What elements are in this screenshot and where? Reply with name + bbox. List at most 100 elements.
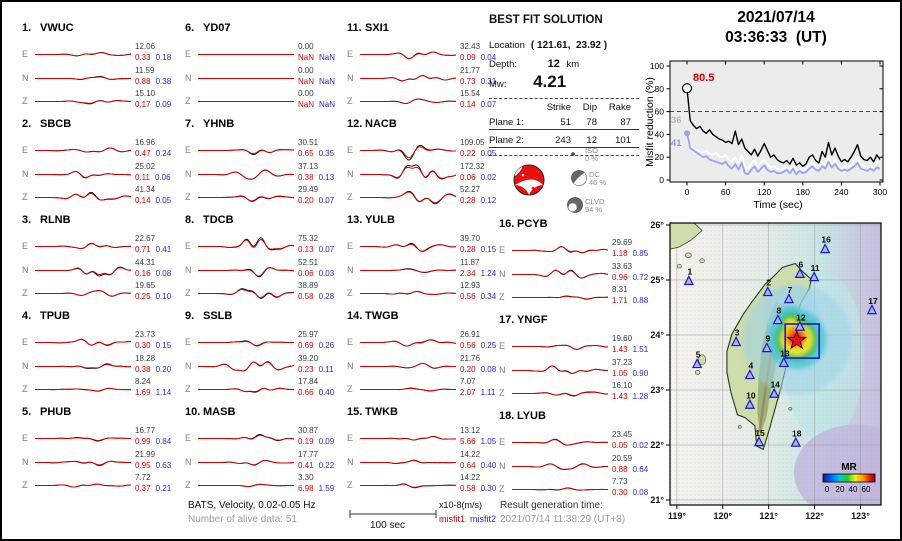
map-station-triangle-icon <box>744 369 756 380</box>
station-header: 3. RLNB <box>22 214 71 226</box>
synthetic-waveform <box>512 487 609 491</box>
channel-label: Z <box>185 192 191 202</box>
waveform-trace <box>198 288 295 299</box>
peak-amplitude: 17.84 <box>298 377 319 386</box>
waveform-row-z: Z 15.54 0.14 0.07 <box>347 89 509 113</box>
map-lat-label: 22° <box>650 440 664 450</box>
x-tick-label: 120 <box>757 187 771 197</box>
map-station-number: 11 <box>811 263 820 273</box>
channel-label: N <box>22 72 29 83</box>
waveform-row-e: E 16.77 0.99 0.84 <box>22 426 184 450</box>
peak-amplitude: 16.96 <box>135 138 156 147</box>
station-name: RLNB <box>40 214 71 226</box>
synthetic-waveform <box>198 341 295 346</box>
colorbar-tick-label: 0 <box>825 485 830 494</box>
divider <box>489 98 639 99</box>
synthetic-waveform <box>198 434 295 441</box>
white-series-annotation: 36 <box>671 115 682 126</box>
station-header: 15. TWKB <box>347 406 398 418</box>
waveform-trace <box>197 360 295 371</box>
station-name: YD07 <box>203 22 231 34</box>
misfit-values: 1.69 1.14 <box>135 388 171 397</box>
misfit-values: 0.96 0.72 <box>612 273 648 282</box>
peak-amplitude: 39.70 <box>460 234 481 243</box>
map-station-triangle-icon <box>794 320 806 331</box>
misfit-values: 1.71 0.88 <box>612 296 648 305</box>
station-number: 2. <box>22 118 32 130</box>
channel-label: Z <box>185 384 191 394</box>
misfit2-value: 0.40 <box>480 460 497 470</box>
misfit2-value: 0.13 <box>318 172 335 182</box>
peak-amplitude: 16.10 <box>612 381 633 390</box>
synthetic-waveform <box>512 391 608 396</box>
misfit2-value: 0.05 <box>480 149 497 158</box>
misfit-values: 2.07 1.11 <box>460 388 496 397</box>
waveform-trace <box>197 169 295 180</box>
y-tick-label: 80 <box>655 84 665 94</box>
plane2-label: Plane 2: <box>489 135 524 146</box>
waveform-row-e: E 30.87 0.19 0.09 <box>185 426 347 450</box>
misfit-values: 0.38 0.13 <box>298 173 334 182</box>
channel-label: Z <box>347 480 353 490</box>
peak-amplitude: 13.12 <box>460 426 481 435</box>
waveform-row-e: E 23.73 0.30 0.15 <box>22 330 184 354</box>
plane1-dip: 78 <box>586 117 597 128</box>
station-number: 16. <box>499 218 515 230</box>
channel-label: N <box>185 264 192 275</box>
misfit-values: 6.98 1.59 <box>298 484 334 493</box>
waveform-trace <box>35 387 132 392</box>
misfit2-value: 1.05 <box>480 437 497 446</box>
misfit2-value: 1.14 <box>155 388 172 397</box>
channel-label: E <box>22 49 29 59</box>
channel-label: Z <box>347 384 353 394</box>
waveform-trace <box>360 74 457 81</box>
misfit-values: 0.22 0.05 <box>460 149 496 158</box>
misfit-values: 0.71 0.41 <box>135 245 171 254</box>
waveform-row-z: Z 14.22 0.58 0.30 <box>347 473 509 497</box>
peak-amplitude: 14.22 <box>460 473 481 482</box>
station-panel-rlnb: 3. RLNB E 22.67 0.71 0.41 N 44.31 0.16 0.08 Z 19.65… <box>22 214 184 308</box>
misfit-values: 0.64 0.40 <box>460 461 496 470</box>
misfit1-value: 0.47 <box>135 149 151 158</box>
map-lat-label: 26° <box>650 220 664 230</box>
waveform-trace <box>359 242 457 252</box>
synthetic-waveform <box>198 195 295 202</box>
waveform-row-e: E 75.32 0.13 0.07 <box>185 234 347 258</box>
synthetic-waveform <box>34 192 132 201</box>
peak-amplitude: 172.32 <box>460 161 485 171</box>
waveform-trace <box>198 54 294 55</box>
channel-label: Z <box>185 480 191 490</box>
x-axis-title: Time (sec) <box>753 199 802 211</box>
station-header: 2. SBCB <box>22 118 71 130</box>
channel-label: E <box>22 145 29 155</box>
map-station-number: 1 <box>687 267 692 277</box>
plane2-row: Plane 2: 243 12 101 <box>489 135 639 148</box>
station-header: 5. PHUB <box>22 406 71 418</box>
misfit-values: 0.73 0.31 <box>460 77 496 86</box>
waveform-trace <box>198 266 295 277</box>
station-panel-nacb: 12. NACB E 109.05 0.22 0.05 N 172.32 0.06 0.02 Z 52… <box>347 118 509 212</box>
misfit-values: 1.18 0.85 <box>612 249 648 258</box>
map-station-triangle-icon <box>762 285 773 297</box>
misfit2-value: 0.35 <box>318 149 335 158</box>
waveform-trace <box>35 75 132 80</box>
misfit2-value: 0.11 <box>318 364 334 374</box>
synthetic-waveform <box>512 439 609 446</box>
misfit1-value: 0.56 <box>460 292 476 301</box>
station-panel-sbcb: 2. SBCB E 16.96 0.47 0.24 N 25.02 0.11 0.06 Z 41.34… <box>22 118 184 212</box>
synthetic-waveform <box>512 246 609 254</box>
misfit1-value: 0.16 <box>135 268 151 278</box>
misfit-values: 0.05 0.02 <box>612 441 648 450</box>
misfit1-value: 0.06 <box>298 268 314 278</box>
synthetic-waveform <box>360 191 457 204</box>
misfit2-value: 0.28 <box>318 292 335 301</box>
misfit1-value: 0.64 <box>460 460 476 470</box>
misfit2-value: 0.12 <box>480 196 497 205</box>
mw-value: 4.21 <box>533 72 567 91</box>
misfit-values: 0.20 0.08 <box>460 365 496 374</box>
map-station-number: 2 <box>766 278 771 288</box>
clvd-label: CLVD <box>585 197 605 206</box>
channel-label: N <box>499 268 506 279</box>
misfit-values: 0.25 0.10 <box>135 292 171 301</box>
peak-amplitude: 19.65 <box>135 281 156 290</box>
